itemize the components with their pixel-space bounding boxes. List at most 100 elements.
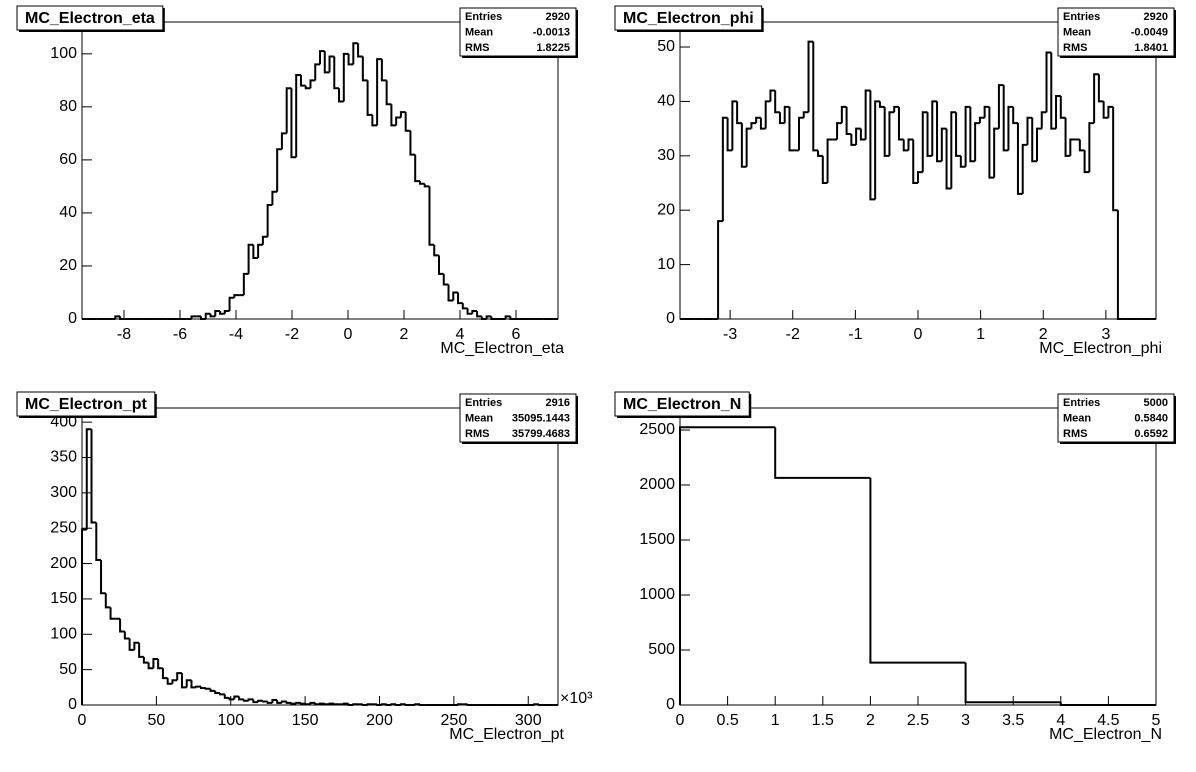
x-tick-label: 1.5 — [812, 712, 834, 729]
y-tick-label: 40 — [657, 93, 675, 110]
histogram-bin — [285, 87, 292, 134]
histogram-bin — [869, 477, 966, 664]
histogram-bin — [228, 697, 235, 701]
histogram-bin — [404, 704, 411, 706]
y-tick-label: 1500 — [639, 531, 675, 548]
histogram-bin — [1059, 95, 1066, 119]
histogram-bin — [774, 90, 780, 114]
histogram-bin — [333, 703, 340, 706]
x-tick-label: -2 — [285, 326, 299, 343]
histogram-bin — [90, 429, 97, 524]
histogram-bin — [290, 702, 297, 705]
y-tick-label: 300 — [50, 484, 77, 501]
stats-label: Entries — [1063, 397, 1100, 409]
y-tick-label: 0 — [666, 696, 675, 713]
stats-label: RMS — [1063, 428, 1087, 440]
histogram-bin — [461, 303, 468, 310]
histogram-bin — [100, 560, 106, 595]
chart-title: MC_Electron_N — [623, 396, 741, 413]
histogram-bin — [721, 116, 728, 222]
x-tick-label: -4 — [229, 326, 243, 343]
histogram-bin — [936, 101, 942, 163]
histogram-bin — [209, 688, 216, 692]
histogram-bin — [476, 311, 482, 318]
histogram-bin — [342, 702, 349, 705]
histogram-bin — [466, 308, 473, 315]
histogram-bin — [180, 673, 187, 689]
histogram-bin — [888, 111, 895, 156]
stats-value: 5000 — [1144, 397, 1168, 409]
stats-label: Entries — [1063, 11, 1100, 23]
histogram-bin — [442, 273, 449, 286]
histogram-bin — [1078, 139, 1085, 152]
stats-value: 2920 — [1144, 11, 1168, 23]
histogram-bin — [285, 701, 292, 704]
histogram-bin — [371, 114, 378, 127]
y-tick-label: 0 — [68, 310, 77, 327]
histogram-bin — [774, 427, 871, 479]
histogram-bin — [219, 692, 225, 696]
histogram-bin — [119, 618, 125, 633]
x-axis-multiplier: ×10³ — [560, 690, 593, 707]
histogram-bin — [204, 687, 211, 690]
histogram-bin — [328, 55, 335, 73]
histogram-bin — [261, 700, 268, 703]
stats-label: Mean — [465, 26, 493, 38]
histogram-bin — [817, 150, 823, 157]
histogram-bin — [209, 313, 216, 318]
histogram-bin — [1116, 210, 1123, 320]
histogram-bin — [1102, 101, 1109, 119]
histogram-bin — [352, 42, 359, 65]
histogram-bin — [964, 662, 1061, 704]
histogram-bin — [726, 117, 733, 152]
histogram-bin — [418, 181, 425, 185]
histogram-bin — [959, 155, 966, 168]
x-tick-label: 4 — [456, 326, 465, 343]
stats-label: Mean — [465, 412, 493, 424]
histogram-bin — [171, 679, 178, 684]
x-tick-label: 0 — [914, 326, 923, 343]
histogram-bin — [299, 702, 306, 705]
histogram-bin — [1012, 106, 1018, 125]
histogram-bin — [119, 316, 125, 320]
stats-label: RMS — [1063, 42, 1087, 54]
y-tick-label: 40 — [59, 204, 77, 221]
histogram-bin — [299, 75, 306, 87]
histogram-bin — [717, 220, 723, 319]
histogram-bin — [1064, 117, 1071, 157]
histogram-bin — [309, 701, 316, 705]
histogram-bin — [328, 702, 335, 705]
histogram-bin — [266, 203, 273, 237]
histogram-bin — [138, 642, 144, 658]
histogram-bin — [266, 701, 273, 704]
histogram-bin — [731, 100, 738, 151]
histogram-bin — [433, 244, 439, 257]
y-tick-label: 500 — [648, 641, 675, 658]
histogram-bin — [759, 117, 766, 130]
histogram-bin — [380, 703, 387, 706]
histogram-bin — [750, 122, 757, 129]
histogram-bin — [917, 171, 923, 184]
histogram-bin — [280, 700, 287, 703]
y-tick-label: 30 — [657, 147, 675, 164]
histogram-bin — [466, 704, 473, 706]
histogram-bin — [452, 291, 459, 301]
histogram-bin — [223, 694, 230, 699]
histogram-bin — [457, 703, 463, 706]
histogram-bin — [802, 111, 809, 118]
histogram-bin — [376, 704, 382, 706]
y-tick-label: 0 — [68, 696, 77, 713]
title-box — [614, 5, 763, 31]
x-tick-label: 3 — [1101, 326, 1110, 343]
y-tick-label: 2000 — [639, 476, 675, 493]
x-axis-label: MC_Electron_N — [1049, 726, 1162, 743]
histogram-bin — [395, 704, 401, 706]
histogram-bin — [974, 122, 980, 162]
stats-value: 35095.1443 — [512, 412, 570, 424]
y-tick-label: 250 — [50, 519, 77, 536]
histogram-bin — [390, 104, 397, 127]
histogram-bin — [414, 703, 420, 706]
